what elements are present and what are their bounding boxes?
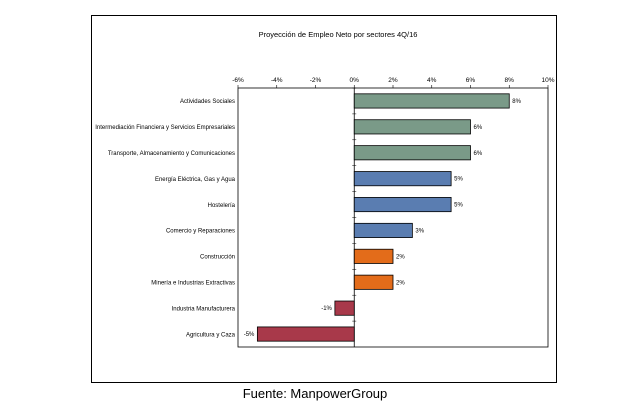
bar — [353, 197, 452, 213]
category-label: Hostelería — [208, 203, 236, 209]
x-tick-label: 6% — [466, 77, 476, 84]
category-label: Actividades Sociales — [180, 99, 235, 105]
data-label: 2% — [396, 280, 405, 286]
data-label: 5% — [454, 203, 463, 209]
bar — [334, 300, 355, 316]
category-label: Minería e Industrias Extractivas — [151, 280, 235, 286]
x-tick-label: 8% — [505, 77, 515, 84]
chart: Proyección de Empleo Neto por sectores 4… — [95, 30, 555, 348]
bar — [353, 222, 413, 238]
data-label: 2% — [396, 254, 405, 260]
data-label: 3% — [415, 228, 424, 234]
x-tick-label: 0% — [350, 77, 360, 84]
category-label: Energía Eléctrica, Gas y Agua — [155, 177, 236, 183]
bar — [353, 119, 471, 135]
bar — [353, 274, 394, 290]
data-label: 6% — [474, 151, 483, 157]
x-tick-label: 2% — [388, 77, 398, 84]
chart-frame: Proyección de Empleo Neto por sectores 4… — [91, 15, 557, 383]
bar — [353, 93, 510, 109]
category-label: Comercio y Reparaciones — [166, 229, 235, 235]
data-label: -1% — [321, 306, 332, 312]
data-label: 8% — [512, 99, 521, 105]
x-tick-label: 10% — [541, 77, 554, 84]
chart-title: Proyección de Empleo Neto por sectores 4… — [259, 30, 418, 39]
bar — [256, 326, 355, 342]
data-label: 6% — [474, 125, 483, 131]
category-label: Construcción — [200, 255, 235, 261]
bar — [353, 248, 394, 264]
x-tick-label: -2% — [310, 77, 322, 84]
data-label: 5% — [454, 177, 463, 183]
x-tick-label: -6% — [232, 77, 244, 84]
source-caption: Fuente: ManpowerGroup — [242, 386, 388, 401]
category-label: Industria Manufacturera — [172, 306, 236, 312]
category-label: Intermediación Financiera y Servicios Em… — [95, 125, 235, 131]
x-tick-label: -4% — [271, 77, 283, 84]
category-label: Transporte, Almacenamiento y Comunicacio… — [108, 151, 235, 157]
category-label: Agricultura y Caza — [186, 332, 236, 338]
bar — [353, 171, 452, 187]
data-label: -5% — [244, 332, 255, 338]
x-tick-label: 4% — [427, 77, 437, 84]
bar — [353, 145, 471, 161]
